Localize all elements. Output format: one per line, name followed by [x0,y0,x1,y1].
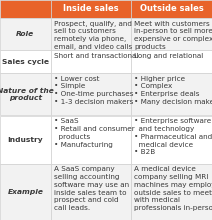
Bar [131,50,212,73]
Text: Sales cycle: Sales cycle [2,59,49,65]
Text: • Higher price
• Complex
• Enterprise deals
• Many decision makers: • Higher price • Complex • Enterprise de… [134,76,212,105]
Text: Outside sales: Outside sales [140,4,204,13]
Text: Example: Example [7,189,43,195]
Text: • Lower cost
• Simple
• One-time purchases
• 1-3 decision makers: • Lower cost • Simple • One-time purchas… [54,76,133,105]
Bar [51,116,131,164]
Text: Short and transactional: Short and transactional [54,53,138,59]
Text: Role: Role [16,31,35,37]
Bar [51,0,131,18]
Bar [0,18,51,50]
Bar [131,18,212,50]
Text: • Enterprise software
  and technology
• Pharmaceutical and
  medical device
• B: • Enterprise software and technology • P… [134,118,212,155]
Text: • SaaS
• Retail and consumer
  products
• Manufacturing: • SaaS • Retail and consumer products • … [54,118,135,148]
Text: Long and relational: Long and relational [134,53,204,59]
Text: Prospect, qualify, and
sell to customers
remotely via phone,
email, and video ca: Prospect, qualify, and sell to customers… [54,21,132,50]
Bar [51,164,131,220]
Bar [131,73,212,116]
Bar [0,50,51,73]
Text: A SaaS company
selling accounting
software may use an
inside sales team to
prosp: A SaaS company selling accounting softwa… [54,167,129,211]
Bar [131,116,212,164]
Bar [131,164,212,220]
Text: Inside sales: Inside sales [63,4,119,13]
Bar [0,73,51,116]
Text: Meet with customers
in-person to sell more
expensive or complex
products: Meet with customers in-person to sell mo… [134,21,212,50]
Bar [131,0,212,18]
Bar [0,116,51,164]
Text: Industry: Industry [8,137,43,143]
Bar [0,164,51,220]
Text: A medical device
company selling MRI
machines may employ
outside sales to meet
w: A medical device company selling MRI mac… [134,167,212,211]
Bar [51,18,131,50]
Bar [51,50,131,73]
Bar [51,73,131,116]
Text: Nature of the
product: Nature of the product [0,88,54,101]
Bar [0,0,51,18]
